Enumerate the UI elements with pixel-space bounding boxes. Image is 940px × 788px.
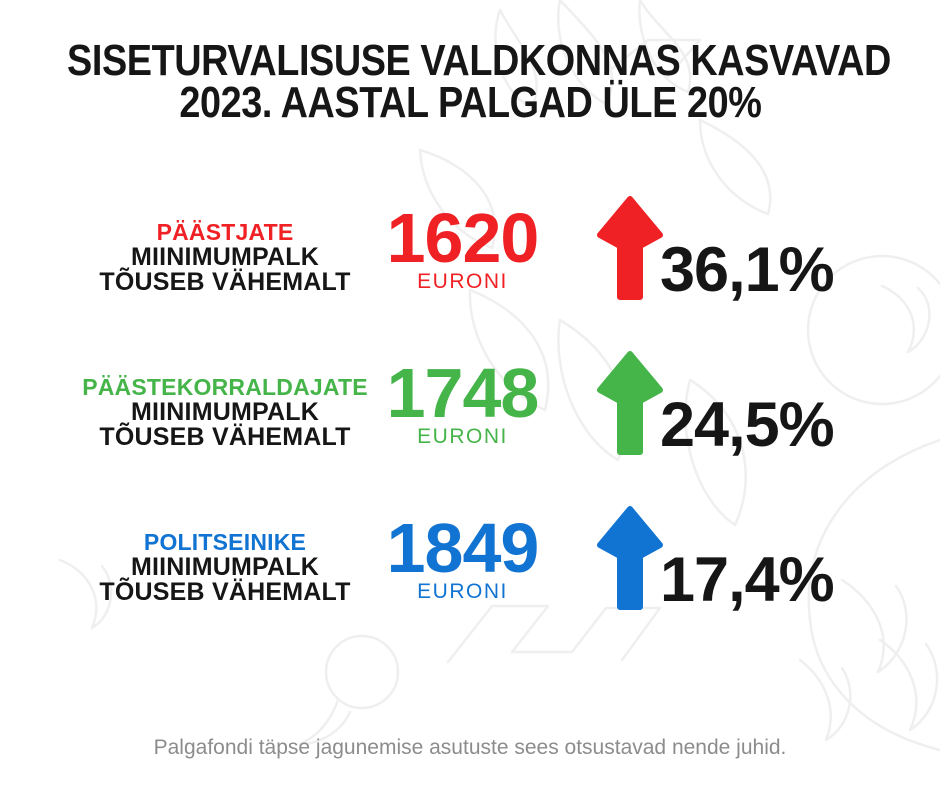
percent-value: 36,1% (660, 235, 835, 305)
desc-line-2: TÕUSEB VÄHEMALT (99, 268, 351, 296)
amount-unit: EURONI (417, 425, 508, 448)
amount-value: 1849 (386, 509, 540, 587)
increase-arrow-icon (596, 350, 664, 456)
group-label: PÄÄSTEKORRALDAJATE (82, 374, 368, 400)
amount-value: 1620 (386, 199, 540, 277)
row-label-block: PÄÄSTJATE MIINIMUMPALK TÕUSEB VÄHEMALT (60, 219, 390, 295)
percent-value: 17,4% (660, 545, 835, 615)
footer-note: Palgafondi täpse jagunemise asutuste see… (153, 736, 787, 759)
page-title-line-2: 2023. AASTAL PALGAD ÜLE 20% (178, 78, 762, 127)
amount-block: 1849 EURONI (375, 513, 550, 603)
group-label: POLITSEINIKE (143, 529, 307, 555)
amount-value: 1748 (386, 354, 540, 432)
row-label-block: POLITSEINIKE MIINIMUMPALK TÕUSEB VÄHEMAL… (60, 529, 390, 605)
increase-arrow-icon (596, 195, 664, 301)
salary-row-paastekorraldajad: PÄÄSTEKORRALDAJATE MIINIMUMPALK TÕUSEB V… (0, 348, 940, 480)
desc-line-1: MIINIMUMPALK (130, 553, 320, 581)
page-title: SISETURVALISUSE VALDKONNAS KASVAVAD 2023… (0, 36, 940, 127)
desc-line-2: TÕUSEB VÄHEMALT (99, 423, 351, 451)
row-label-block: PÄÄSTEKORRALDAJATE MIINIMUMPALK TÕUSEB V… (60, 374, 390, 450)
salary-row-paastjad: PÄÄSTJATE MIINIMUMPALK TÕUSEB VÄHEMALT 1… (0, 193, 940, 325)
amount-unit: EURONI (417, 580, 508, 603)
amount-block: 1748 EURONI (375, 358, 550, 448)
desc-line-1: MIINIMUMPALK (130, 398, 320, 426)
amount-block: 1620 EURONI (375, 203, 550, 293)
amount-unit: EURONI (417, 270, 508, 293)
desc-line-2: TÕUSEB VÄHEMALT (99, 578, 351, 606)
increase-arrow-icon (596, 505, 664, 611)
percent-value: 24,5% (660, 390, 835, 460)
group-label: PÄÄSTJATE (156, 219, 294, 245)
desc-line-1: MIINIMUMPALK (130, 243, 320, 271)
salary-row-politseinikud: POLITSEINIKE MIINIMUMPALK TÕUSEB VÄHEMAL… (0, 503, 940, 635)
page-title-line-1: SISETURVALISUSE VALDKONNAS KASVAVAD (67, 36, 891, 85)
